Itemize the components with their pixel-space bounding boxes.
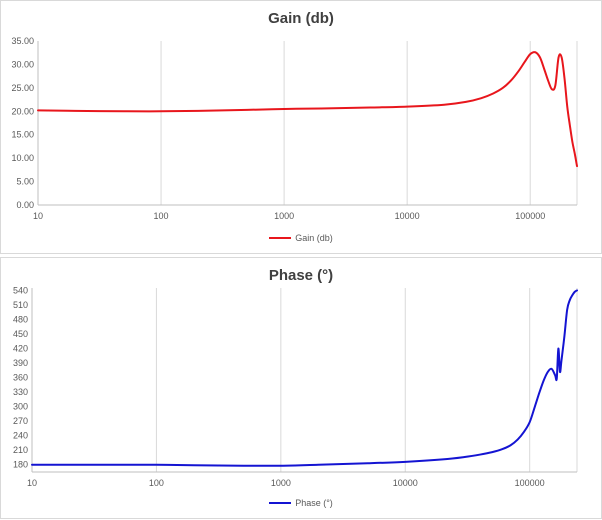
phase-chart-panel: Phase (°) 10 100 1000 10000 100000 180 210 240 2… bbox=[0, 257, 602, 519]
phase-x-tick-label: 100 bbox=[149, 478, 164, 488]
gain-legend-label: Gain (db) bbox=[295, 233, 333, 243]
gain-chart-title: Gain (db) bbox=[268, 10, 334, 27]
gain-series-line bbox=[37, 51, 578, 168]
phase-y-tick-label: 510 bbox=[13, 300, 28, 310]
phase-y-tick-label: 420 bbox=[13, 344, 28, 354]
gain-y-tick-label: 25.00 bbox=[11, 83, 34, 93]
gain-y-tick-label: 15.00 bbox=[11, 130, 34, 140]
gain-chart-panel: Gain (db) 10 100 1000 10000 100000 0.00 5.00 10… bbox=[0, 0, 602, 254]
phase-x-tick-label: 1000 bbox=[271, 478, 291, 488]
phase-x-tick-label: 10 bbox=[27, 478, 37, 488]
gain-y-tick-label: 35.00 bbox=[11, 36, 34, 46]
gain-y-tick-label: 10.00 bbox=[11, 153, 34, 163]
gain-x-tick-label: 10 bbox=[33, 211, 43, 221]
phase-y-tick-label: 480 bbox=[13, 314, 28, 324]
gain-chart-legend: Gain (db) bbox=[1, 233, 601, 243]
gain-chart-plot: 10 100 1000 10000 100000 0.00 5.00 10.00 15.00 20… bbox=[11, 36, 578, 221]
phase-series-line bbox=[31, 289, 578, 467]
gain-x-tick-label: 1000 bbox=[274, 211, 294, 221]
phase-y-tick-label: 180 bbox=[13, 460, 28, 470]
phase-chart-plot: 10 100 1000 10000 100000 180 210 240 270 300 330 36… bbox=[13, 285, 578, 488]
gain-x-tick-label: 100 bbox=[154, 211, 169, 221]
gain-y-tick-label: 5.00 bbox=[16, 177, 34, 187]
phase-chart-title: Phase (°) bbox=[268, 267, 334, 284]
gain-y-tick-label: 0.00 bbox=[16, 200, 34, 210]
phase-y-tick-label: 330 bbox=[13, 387, 28, 397]
gain-x-tick-label: 100000 bbox=[515, 211, 545, 221]
gain-y-tick-label: 20.00 bbox=[11, 106, 34, 116]
gain-y-tick-label: 30.00 bbox=[11, 59, 34, 69]
phase-legend-label: Phase (°) bbox=[295, 498, 333, 508]
phase-y-tick-label: 240 bbox=[13, 431, 28, 441]
phase-y-tick-label: 360 bbox=[13, 373, 28, 383]
phase-y-tick-label: 270 bbox=[13, 416, 28, 426]
phase-legend-swatch bbox=[269, 502, 292, 504]
gain-x-tick-label: 10000 bbox=[395, 211, 420, 221]
phase-y-tick-label: 300 bbox=[13, 402, 28, 412]
phase-chart-legend: Phase (°) bbox=[1, 498, 601, 508]
phase-y-tick-label: 540 bbox=[13, 285, 28, 295]
phase-x-tick-label: 100000 bbox=[515, 478, 545, 488]
phase-x-tick-label: 10000 bbox=[393, 478, 418, 488]
phase-y-tick-label: 450 bbox=[13, 329, 28, 339]
gain-legend-swatch bbox=[269, 237, 292, 239]
phase-y-tick-label: 390 bbox=[13, 358, 28, 368]
phase-y-tick-label: 210 bbox=[13, 445, 28, 455]
